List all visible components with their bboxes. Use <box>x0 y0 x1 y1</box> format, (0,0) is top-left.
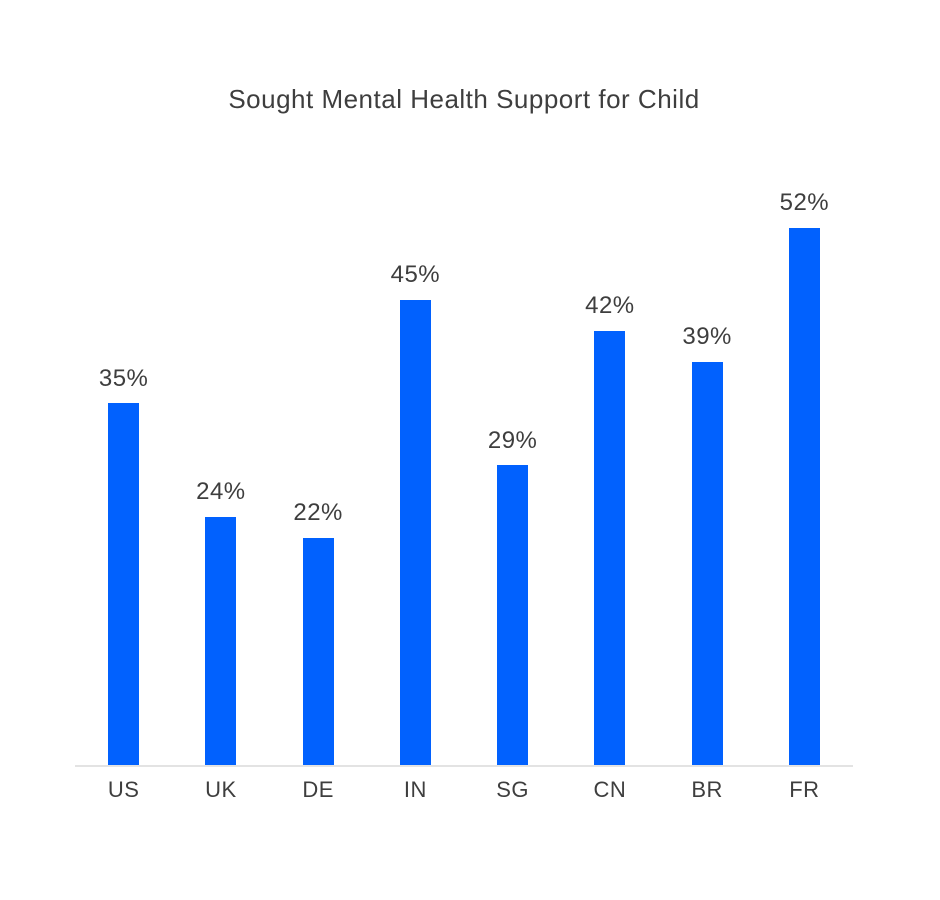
bar-uk <box>205 517 237 765</box>
value-label-br: 39% <box>682 323 732 351</box>
bar-sg <box>497 465 529 765</box>
value-label-fr: 52% <box>779 188 830 216</box>
chart-title: Sought Mental Health Support for Child <box>228 84 700 114</box>
value-label-in: 45% <box>390 261 441 289</box>
x-axis-label-sg: SG <box>496 777 530 802</box>
x-axis-label-in: IN <box>403 777 427 802</box>
bar-column-in: 45% <box>367 145 464 765</box>
value-label-cn: 42% <box>585 292 635 320</box>
bar-column-uk: 24% <box>172 145 269 765</box>
bars-container: 35% 24% 22% 45% 29% 42% 39% 52% <box>75 145 853 765</box>
bar-column-de: 22% <box>270 145 367 765</box>
x-axis-label-cn: CN <box>593 777 627 802</box>
bar-column-us: 35% <box>75 145 172 765</box>
x-axis-label-fr: FR <box>789 777 820 802</box>
bar-fr <box>788 227 820 765</box>
bar-column-cn: 42% <box>561 145 658 765</box>
x-axis-label-uk: UK <box>205 777 237 802</box>
plot-area: 35% 24% 22% 45% 29% 42% 39% 52% <box>75 145 853 767</box>
value-label-us: 35% <box>98 364 149 392</box>
x-axis-label-us: US <box>107 777 140 802</box>
bar-us <box>108 403 140 765</box>
bar-br <box>691 362 723 765</box>
bar-de <box>302 537 334 765</box>
value-label-sg: 29% <box>487 426 538 454</box>
bar-column-fr: 52% <box>756 145 853 765</box>
bar-column-sg: 29% <box>464 145 561 765</box>
bar-column-br: 39% <box>659 145 756 765</box>
bar-in <box>399 300 431 765</box>
value-label-de: 22% <box>293 498 343 526</box>
x-axis-labels: US UK DE IN SG CN BR FR <box>75 779 853 801</box>
value-label-uk: 24% <box>196 478 246 506</box>
x-axis-label-br: BR <box>691 777 723 802</box>
x-axis-label-de: DE <box>302 777 334 802</box>
bar-cn <box>594 331 626 765</box>
